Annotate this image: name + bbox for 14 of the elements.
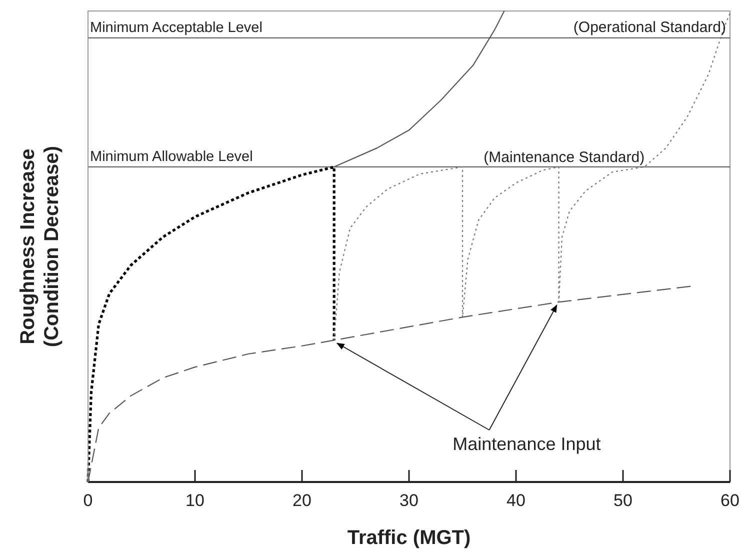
x-tick-label: 60 <box>720 491 740 510</box>
annotation: Maintenance Input <box>452 434 601 454</box>
ref-line-label: Minimum Acceptable Level <box>90 20 262 36</box>
ref-line-label: Minimum Allowable Level <box>90 148 253 165</box>
x-tick-label: 20 <box>292 491 312 510</box>
annotation: (Maintenance Standard) <box>484 148 645 166</box>
x-tick-label: 50 <box>614 491 632 510</box>
y-axis-title: Roughness Increase (Condition Decrease) <box>17 146 63 348</box>
x-tick-label: 0 <box>83 491 93 510</box>
x-tick-label: 10 <box>186 491 204 510</box>
annotation: (Operational Standard) <box>573 18 726 36</box>
x-tick-label: 30 <box>400 491 418 510</box>
x-tick-label: 40 <box>506 491 526 510</box>
x-axis-title: Traffic (MGT) <box>347 527 471 549</box>
